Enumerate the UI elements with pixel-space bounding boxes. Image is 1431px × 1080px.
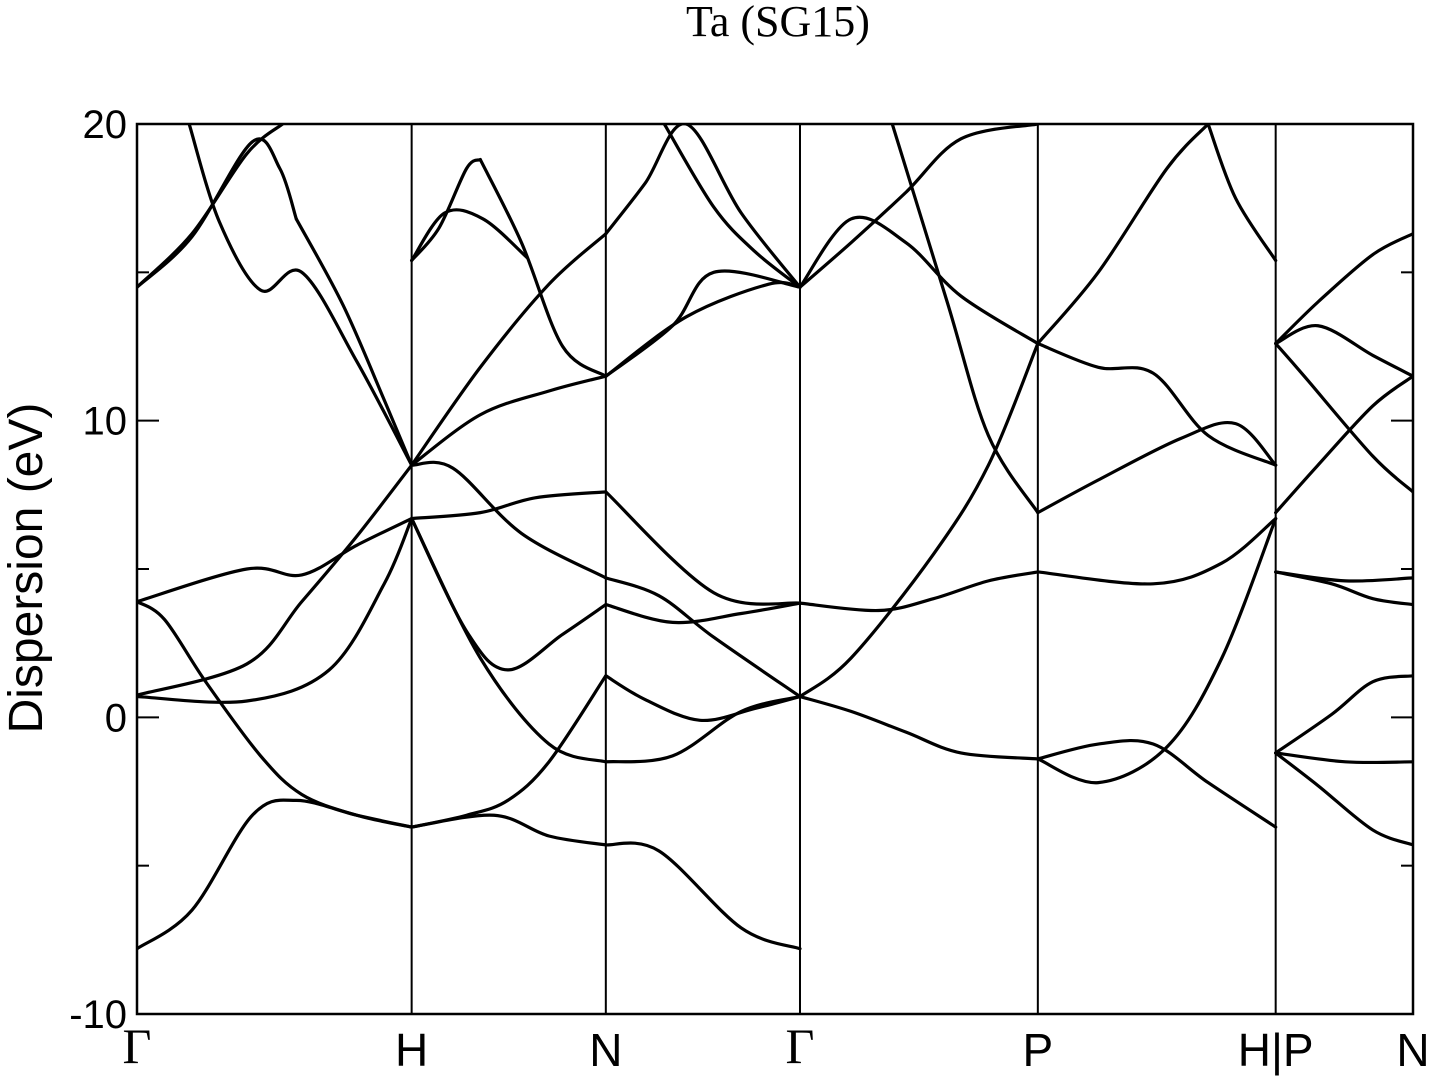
y-axis-ticks: -10 0 10 20 (69, 103, 1413, 1037)
band-line-37 (1036, 738, 1278, 829)
band-line-14 (410, 374, 608, 467)
band-line-45 (1274, 751, 1413, 765)
chart-title: Ta (SG15) (686, 0, 870, 46)
band-line-11 (410, 158, 482, 263)
band-line-27 (604, 280, 802, 378)
band-line-44 (1274, 751, 1413, 847)
k-point-label: Γ (786, 1018, 815, 1074)
band-line-32 (798, 341, 1040, 699)
band-line-2 (137, 516, 414, 704)
band-line-3 (137, 600, 414, 829)
band-line-46 (1274, 674, 1413, 755)
k-point-label: H|P (1238, 1024, 1314, 1076)
band-line-16 (410, 460, 608, 580)
k-point-label: P (1022, 1024, 1053, 1076)
band-line-15 (410, 490, 608, 521)
band-line-39 (1036, 516, 1278, 586)
band-line-49 (1274, 374, 1413, 515)
band-line-5 (137, 516, 414, 604)
y-tick-label: -10 (69, 993, 127, 1037)
band-line-8 (187, 124, 414, 467)
band-line-35 (798, 215, 1040, 346)
band-line-28 (604, 269, 802, 378)
band-line-41 (1036, 341, 1278, 467)
band-line-6 (137, 137, 298, 289)
band-line-9 (294, 217, 414, 467)
k-point-label: Γ (123, 1018, 152, 1074)
band-line-7 (137, 124, 285, 289)
y-tick-label: 0 (105, 696, 127, 740)
band-line-51 (1274, 324, 1413, 378)
band-line-4 (137, 463, 414, 697)
band-line-12 (478, 158, 608, 378)
plot-frame (135, 122, 1415, 1016)
band-line-33 (798, 570, 1040, 613)
band-line-29 (604, 124, 802, 289)
band-lines (137, 124, 1413, 951)
band-line-52 (1274, 232, 1413, 346)
high-symmetry-lines (410, 124, 1277, 1014)
band-line-23 (604, 674, 802, 722)
band-line-13 (410, 232, 608, 467)
band-line-1 (137, 798, 414, 951)
band-line-30 (662, 124, 802, 289)
y-tick-label: 10 (83, 400, 128, 444)
k-point-label: N (589, 1024, 622, 1076)
band-line-34 (798, 124, 1040, 289)
band-line-25 (604, 576, 802, 699)
k-point-labels: Γ H N Γ P H|P N (123, 1018, 1430, 1076)
band-line-36 (890, 124, 1040, 515)
y-axis-label: Dispersion (eV) (0, 403, 53, 734)
y-tick-label: 20 (83, 103, 128, 147)
band-line-42 (1036, 124, 1210, 346)
band-line-50 (1274, 341, 1413, 494)
k-point-label: N (1396, 1024, 1429, 1076)
band-line-21 (604, 841, 802, 951)
band-line-40 (1036, 421, 1278, 515)
k-point-label: H (395, 1024, 428, 1076)
band-line-48 (1274, 570, 1413, 607)
band-line-31 (798, 694, 1040, 761)
band-line-20 (410, 813, 608, 847)
band-line-10 (410, 208, 529, 263)
band-line-22 (604, 694, 802, 764)
band-line-19 (410, 516, 608, 764)
band-line-26 (604, 490, 802, 606)
band-line-17 (410, 516, 608, 672)
band-line-43 (1206, 124, 1278, 263)
band-line-24 (604, 601, 802, 625)
band-line-38 (1036, 516, 1278, 785)
